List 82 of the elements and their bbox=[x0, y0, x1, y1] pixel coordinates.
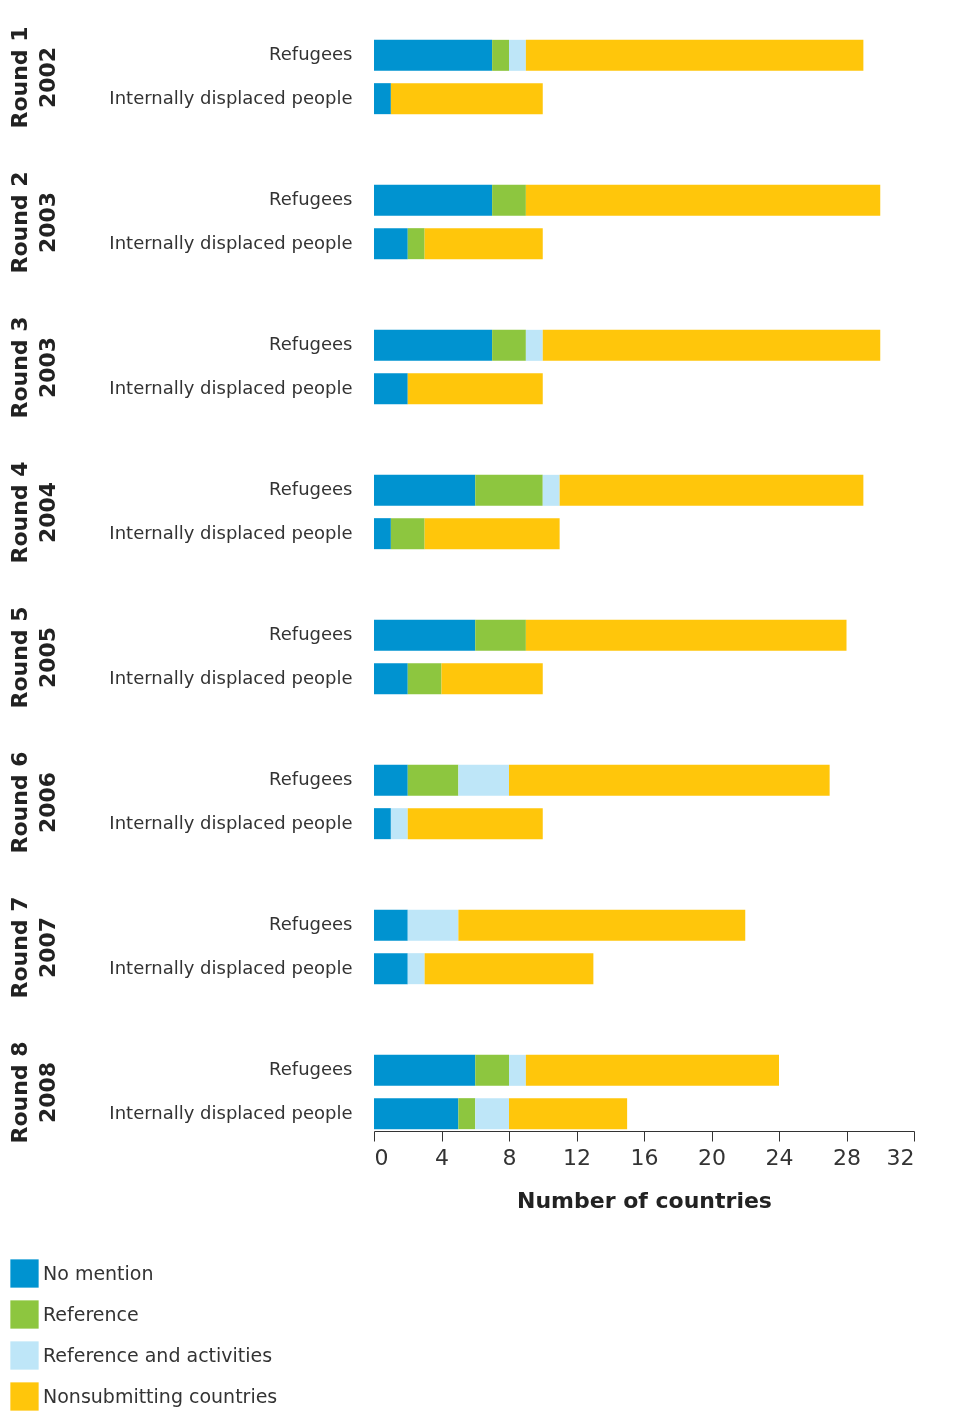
bar bbox=[374, 329, 493, 361]
legend-label: No mention bbox=[43, 1261, 154, 1284]
bar bbox=[390, 808, 408, 840]
bar bbox=[374, 909, 408, 941]
x-tick-label: 0 bbox=[374, 1144, 389, 1170]
bar bbox=[559, 474, 864, 506]
y-axis-title: Round 2 2003 bbox=[6, 171, 60, 274]
y-tick-label: Refugees bbox=[269, 913, 353, 935]
y-tick-label: Internally displaced people bbox=[109, 231, 353, 253]
x-tick-label: 32 bbox=[886, 1144, 915, 1170]
bar bbox=[407, 909, 459, 941]
y-tick-label: Refugees bbox=[269, 1058, 353, 1080]
y-axis-title: Round 3 2003 bbox=[6, 316, 60, 419]
y-tick-label: Internally displaced people bbox=[109, 521, 353, 543]
y-tick-label: Internally displaced people bbox=[109, 811, 353, 833]
legend-label: Reference and activities bbox=[43, 1343, 273, 1366]
legend-label: Nonsubmitting countries bbox=[43, 1384, 278, 1407]
bar bbox=[374, 663, 408, 695]
bar bbox=[475, 474, 543, 506]
bar bbox=[475, 619, 526, 651]
bar bbox=[374, 228, 408, 260]
bar bbox=[525, 619, 847, 651]
bar bbox=[390, 518, 425, 550]
x-tick-label: 20 bbox=[698, 1144, 726, 1170]
x-tick-label: 8 bbox=[502, 1144, 517, 1170]
x-tick-label: 4 bbox=[435, 1144, 449, 1170]
bar bbox=[407, 808, 543, 840]
bar bbox=[407, 228, 425, 260]
bar bbox=[542, 474, 560, 506]
x-axis-title: Number of countries bbox=[517, 1187, 772, 1213]
x-tick-label: 12 bbox=[563, 1144, 591, 1170]
y-axis-title: Round 8 2008 bbox=[6, 1041, 60, 1144]
bar bbox=[424, 953, 594, 985]
y-axis-title: Round 4 2004 bbox=[6, 461, 60, 564]
y-tick-label: Internally displaced people bbox=[109, 376, 353, 398]
bar bbox=[525, 39, 864, 71]
y-tick-label: Refugees bbox=[269, 478, 353, 500]
y-tick-label: Internally displaced people bbox=[109, 956, 353, 978]
x-tick-label: 24 bbox=[765, 1144, 794, 1170]
bar bbox=[374, 808, 391, 840]
bar bbox=[374, 619, 476, 651]
y-tick-label: Refugees bbox=[269, 768, 353, 790]
y-tick-label: Refugees bbox=[269, 623, 353, 645]
y-tick-label: Refugees bbox=[269, 43, 353, 65]
bar bbox=[492, 329, 526, 361]
y-tick-label: Refugees bbox=[269, 188, 353, 210]
bar bbox=[407, 373, 543, 405]
bar bbox=[374, 39, 493, 71]
y-axis-title: Round 7 2007 bbox=[6, 896, 60, 999]
bar bbox=[407, 953, 425, 985]
x-tick-label: 16 bbox=[630, 1144, 659, 1170]
bar bbox=[458, 909, 746, 941]
bar bbox=[441, 663, 543, 695]
y-axis-title: Round 6 2006 bbox=[6, 751, 60, 854]
bar bbox=[374, 953, 408, 985]
y-axis-title: Round 5 2005 bbox=[6, 606, 60, 709]
bar bbox=[458, 764, 509, 796]
y-axis-title: Round 1 2002 bbox=[6, 26, 60, 129]
bar bbox=[542, 329, 881, 361]
bar bbox=[374, 184, 493, 216]
y-tick-label: Internally displaced people bbox=[109, 666, 353, 688]
bar bbox=[374, 764, 408, 796]
bar bbox=[492, 184, 526, 216]
bar bbox=[525, 184, 881, 216]
bar bbox=[407, 764, 459, 796]
bar bbox=[374, 83, 391, 115]
bar bbox=[374, 373, 408, 405]
x-tick-label: 28 bbox=[833, 1144, 861, 1170]
y-tick-label: Internally displaced people bbox=[109, 86, 353, 108]
y-tick-label: Refugees bbox=[269, 333, 353, 355]
bar bbox=[492, 39, 509, 71]
bar bbox=[374, 474, 476, 506]
bar bbox=[407, 663, 442, 695]
y-tick-label: Internally displaced people bbox=[109, 1101, 353, 1123]
bar bbox=[509, 764, 830, 796]
bar bbox=[525, 329, 543, 361]
bar bbox=[374, 518, 391, 550]
bar bbox=[424, 228, 543, 260]
bar bbox=[509, 39, 526, 71]
legend-label: Reference bbox=[43, 1302, 139, 1325]
bar bbox=[424, 518, 560, 550]
bar bbox=[390, 83, 543, 115]
